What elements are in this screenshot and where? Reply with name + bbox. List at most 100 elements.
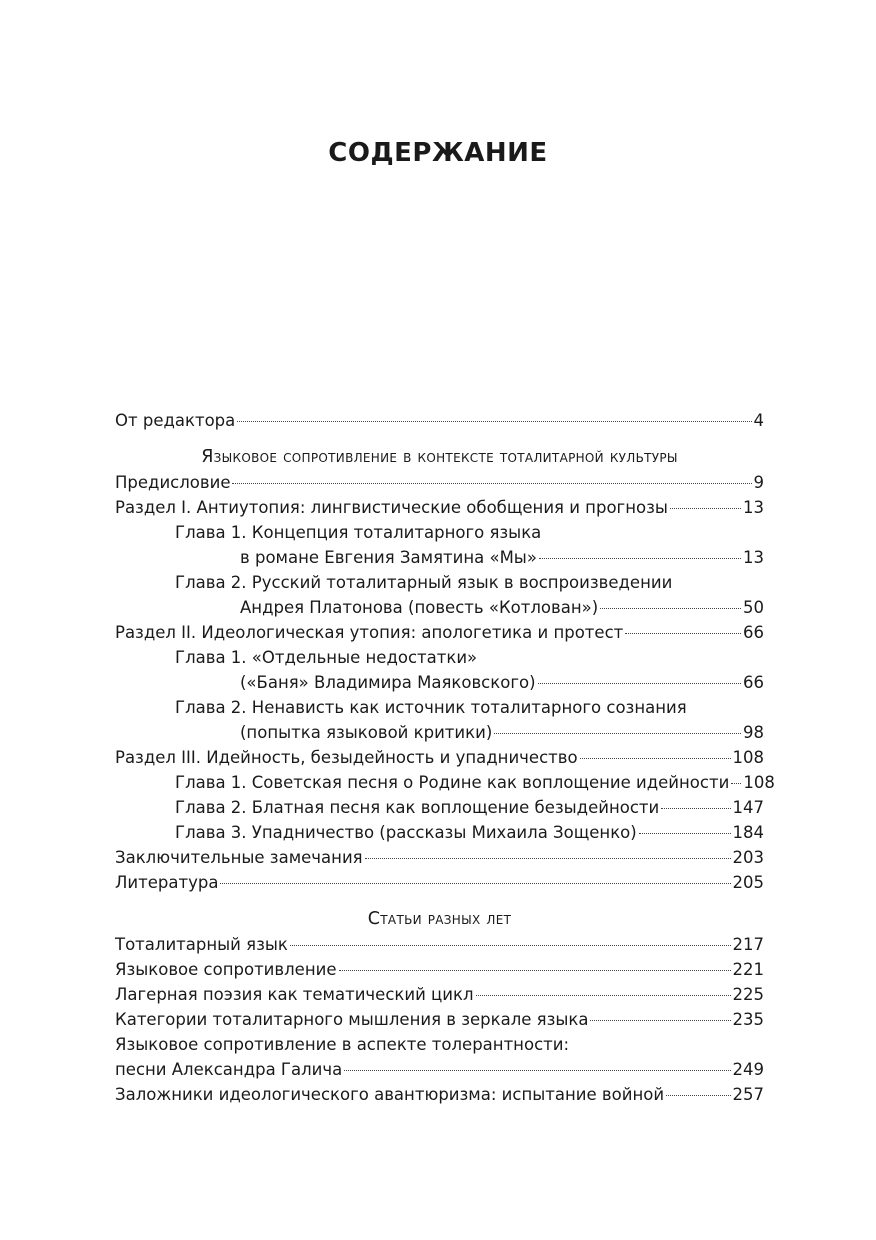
entry-text: Категории тоталитарного мышления в зерка…: [115, 1010, 589, 1029]
entry-text: Литература: [115, 873, 219, 892]
entry-line: Глава 2. Ненависть как источник тоталита…: [175, 695, 764, 720]
page-number: 13: [743, 548, 764, 567]
page-number: 4: [753, 411, 765, 430]
chapter-entry: Глава 1. Советская песня о Родине как во…: [115, 770, 775, 795]
entry-text: песни Александра Галича: [115, 1060, 343, 1079]
page-number: 108: [743, 773, 775, 792]
entry-line: песни Александра Галича 249: [115, 1057, 764, 1082]
entry-line: Языковое сопротивление 221: [115, 957, 764, 982]
entry-line: Категории тоталитарного мышления в зерка…: [115, 1007, 764, 1032]
dot-leader: [364, 858, 731, 859]
dot-leader: [232, 483, 752, 484]
page-number: 249: [732, 1060, 765, 1079]
page-number: 225: [732, 985, 765, 1004]
entry-text: От редактора: [115, 411, 236, 430]
entry-text: Андрея Платонова (повесть «Котлован»): [240, 598, 599, 617]
entry-text: Раздел I. Антиутопия: лингвистические об…: [115, 498, 668, 517]
dot-leader: [537, 683, 741, 684]
entry-line: («Баня» Владимира Маяковского) 66: [175, 670, 764, 695]
chapter-entry: Глава 2. Блатная песня как воплощение бе…: [115, 795, 764, 820]
toc-entry: Языковое сопротивление в аспекте толеран…: [115, 1032, 764, 1082]
title: СОДЕРЖАНИЕ: [328, 138, 548, 168]
page-number: 217: [732, 935, 765, 954]
section-heading: Статьи разных лет: [367, 909, 512, 929]
page-number: 184: [732, 823, 765, 842]
page-number: 147: [732, 798, 765, 817]
entry-line: Раздел I. Антиутопия: лингвистические об…: [115, 495, 764, 520]
entry-text: Глава 3. Упадничество (рассказы Михаила …: [175, 823, 637, 842]
dot-leader: [538, 558, 741, 559]
entry-line: Тоталитарный язык 217: [115, 932, 764, 957]
dot-leader: [494, 733, 741, 734]
dot-leader: [590, 1020, 731, 1021]
page-number: 50: [743, 598, 764, 617]
page-number: 66: [743, 673, 764, 692]
dot-leader: [475, 995, 731, 996]
entry-text: Лагерная поэзия как тематический цикл: [115, 985, 474, 1004]
page-number: 66: [743, 623, 764, 642]
toc-entry: Заложники идеологического авантюризма: и…: [115, 1082, 764, 1107]
toc-entry: Литература 205: [115, 870, 764, 895]
page-number: 221: [732, 960, 765, 979]
dot-leader: [625, 633, 741, 634]
entry-text: Глава 1. Советская песня о Родине как во…: [175, 773, 730, 792]
toc-entry: Языковое сопротивление 221: [115, 957, 764, 982]
entry-text: Раздел II. Идеологическая утопия: аполог…: [115, 623, 624, 642]
toc-entry: Раздел III. Идейность, безыдейность и уп…: [115, 745, 764, 770]
dot-leader: [237, 421, 752, 422]
entry-line: в романе Евгения Замятина «Мы» 13: [175, 545, 764, 570]
entry-text: Раздел III. Идейность, безыдейность и уп…: [115, 748, 578, 767]
dot-leader: [344, 1070, 731, 1071]
entry-line: От редактора 4: [115, 408, 764, 433]
entry-line: Глава 2. Блатная песня как воплощение бе…: [175, 795, 764, 820]
entry-text: Заложники идеологического авантюризма: и…: [115, 1085, 665, 1104]
entry-line: Предисловие 9: [115, 470, 764, 495]
entry-line: Литература 205: [115, 870, 764, 895]
toc-entry: Лагерная поэзия как тематический цикл 225: [115, 982, 764, 1007]
entry-line: Заключительные замечания 203: [115, 845, 764, 870]
entry-line: Языковое сопротивление в аспекте толеран…: [115, 1032, 764, 1057]
entry-line: Раздел II. Идеологическая утопия: аполог…: [115, 620, 764, 645]
entry-line: Глава 2. Русский тоталитарный язык в вос…: [175, 570, 764, 595]
entry-text: Заключительные замечания: [115, 848, 363, 867]
entry-text: Тоталитарный язык: [115, 935, 288, 954]
page-number: 235: [732, 1010, 765, 1029]
entry-line: (попытка языковой критики) 98: [175, 720, 764, 745]
table-of-contents: От редактора 4 Языковое сопротивление в ко…: [115, 408, 775, 1107]
entry-text: Предисловие: [115, 473, 231, 492]
page-number: 9: [753, 473, 765, 492]
toc-entry: Раздел II. Идеологическая утопия: аполог…: [115, 620, 764, 645]
dot-leader: [669, 508, 741, 509]
page-number: 257: [732, 1085, 765, 1104]
entry-text: Языковое сопротивление в аспекте толеран…: [115, 1035, 570, 1054]
page-number: 205: [732, 873, 765, 892]
chapter-entry: Глава 1. Концепция тоталитарного языка в …: [115, 520, 764, 570]
dot-leader: [638, 833, 731, 834]
entry-text: Глава 1. Концепция тоталитарного языка: [175, 523, 542, 542]
dot-leader: [338, 970, 731, 971]
entry-text: Глава 2. Ненависть как источник тоталита…: [175, 698, 687, 717]
page-number: 13: [743, 498, 764, 517]
chapter-entry: Глава 2. Ненависть как источник тоталита…: [115, 695, 764, 745]
entry-line: Глава 1. «Отдельные недостатки»: [175, 645, 764, 670]
entry-line: Глава 1. Советская песня о Родине как во…: [175, 770, 775, 795]
chapter-entry: Глава 2. Русский тоталитарный язык в вос…: [115, 570, 764, 620]
page-number: 203: [732, 848, 765, 867]
entry-text: Глава 1. «Отдельные недостатки»: [175, 648, 478, 667]
entry-line: Глава 1. Концепция тоталитарного языка: [175, 520, 764, 545]
chapter-entry: Глава 3. Упадничество (рассказы Михаила …: [115, 820, 764, 845]
entry-line: Лагерная поэзия как тематический цикл 225: [115, 982, 764, 1007]
entry-text: Глава 2. Блатная песня как воплощение бе…: [175, 798, 660, 817]
dot-leader: [289, 945, 731, 946]
dot-leader: [579, 758, 731, 759]
toc-entry: Категории тоталитарного мышления в зерка…: [115, 1007, 764, 1032]
dot-leader: [220, 883, 731, 884]
entry-line: Глава 3. Упадничество (рассказы Михаила …: [175, 820, 764, 845]
toc-entry: От редактора 4: [115, 408, 764, 433]
dot-leader: [661, 808, 731, 809]
toc-entry: Предисловие 9: [115, 470, 764, 495]
page-number: 98: [743, 723, 764, 742]
entry-line: Заложники идеологического авантюризма: и…: [115, 1082, 764, 1107]
